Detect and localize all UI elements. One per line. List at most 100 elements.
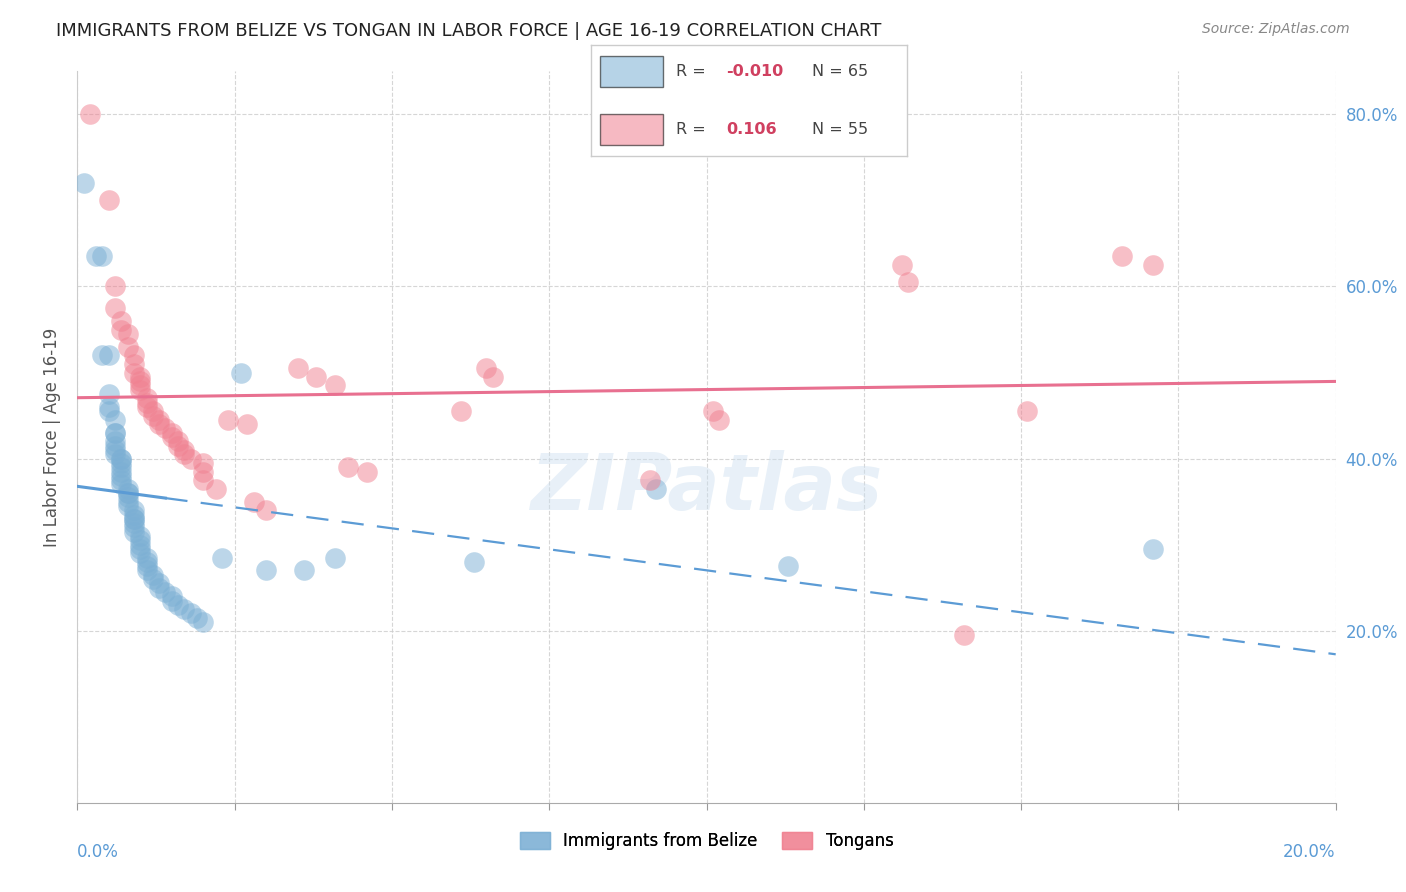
Point [180, 451, 202, 466]
Text: ZIPatlas: ZIPatlas [530, 450, 883, 526]
Point [173, 442, 195, 457]
Point [72, 176, 94, 190]
Point [122, 520, 145, 534]
Point [211, 550, 233, 565]
Point [707, 413, 730, 427]
Point [129, 541, 152, 556]
Point [110, 451, 132, 466]
Point [104, 279, 127, 293]
Point [135, 564, 157, 578]
Point [110, 465, 132, 479]
Point [117, 499, 139, 513]
Point [117, 482, 139, 496]
Point [79, 107, 101, 121]
Point [638, 473, 661, 487]
Y-axis label: In Labor Force | Age 16-19: In Labor Force | Age 16-19 [44, 327, 62, 547]
Point [122, 503, 145, 517]
Point [305, 369, 328, 384]
Point [180, 607, 202, 621]
Point [167, 439, 190, 453]
Point [242, 494, 264, 508]
Point [336, 460, 359, 475]
Point [142, 567, 165, 582]
Point [890, 258, 912, 272]
Point [122, 524, 145, 539]
Point [122, 508, 145, 522]
Point [104, 442, 127, 457]
Point [186, 611, 208, 625]
Point [135, 550, 157, 565]
Point [97, 387, 120, 401]
Point [204, 482, 226, 496]
Point [1111, 249, 1133, 263]
Point [135, 395, 157, 409]
Point [142, 572, 165, 586]
Text: N = 55: N = 55 [813, 122, 868, 136]
Point [110, 456, 132, 470]
Point [148, 581, 170, 595]
Point [104, 425, 127, 440]
Point [155, 585, 177, 599]
Point [129, 374, 152, 388]
Point [135, 559, 157, 574]
Point [104, 447, 127, 461]
Point [217, 413, 239, 427]
Point [97, 400, 120, 414]
Text: N = 65: N = 65 [813, 64, 868, 78]
Point [122, 348, 145, 362]
Point [953, 628, 976, 642]
Point [160, 430, 183, 444]
Point [450, 404, 472, 418]
Point [129, 533, 152, 548]
Point [122, 366, 145, 380]
Point [481, 369, 503, 384]
Point [122, 512, 145, 526]
Point [645, 482, 668, 496]
Point [142, 404, 165, 418]
Point [129, 378, 152, 392]
FancyBboxPatch shape [600, 55, 664, 87]
Point [97, 348, 120, 362]
Point [292, 564, 315, 578]
Point [1017, 404, 1039, 418]
Point [897, 275, 920, 289]
Point [160, 589, 183, 603]
Point [148, 576, 170, 591]
Point [191, 473, 215, 487]
Point [91, 348, 114, 362]
Point [122, 512, 145, 526]
Text: R =: R = [676, 64, 711, 78]
Point [129, 546, 152, 560]
Point [167, 598, 190, 612]
Point [129, 529, 152, 543]
Point [173, 602, 195, 616]
Point [129, 538, 152, 552]
Point [1142, 258, 1164, 272]
Point [160, 425, 183, 440]
Point [104, 301, 127, 315]
Point [191, 615, 215, 629]
Point [191, 465, 215, 479]
Point [110, 473, 132, 487]
Point [110, 451, 132, 466]
Legend: Immigrants from Belize, Tongans: Immigrants from Belize, Tongans [513, 825, 900, 856]
Point [167, 434, 190, 449]
Point [702, 404, 724, 418]
Point [191, 456, 215, 470]
Text: IMMIGRANTS FROM BELIZE VS TONGAN IN LABOR FORCE | AGE 16-19 CORRELATION CHART: IMMIGRANTS FROM BELIZE VS TONGAN IN LABO… [56, 22, 882, 40]
Point [97, 404, 120, 418]
Point [1142, 541, 1164, 556]
Point [110, 477, 132, 491]
Point [104, 413, 127, 427]
Point [254, 503, 277, 517]
Point [110, 460, 132, 475]
Point [463, 555, 485, 569]
Point [287, 361, 309, 376]
Point [148, 413, 170, 427]
FancyBboxPatch shape [600, 114, 664, 145]
Point [91, 249, 114, 263]
Point [778, 559, 800, 574]
Point [117, 491, 139, 505]
Point [129, 369, 152, 384]
Point [236, 417, 259, 432]
